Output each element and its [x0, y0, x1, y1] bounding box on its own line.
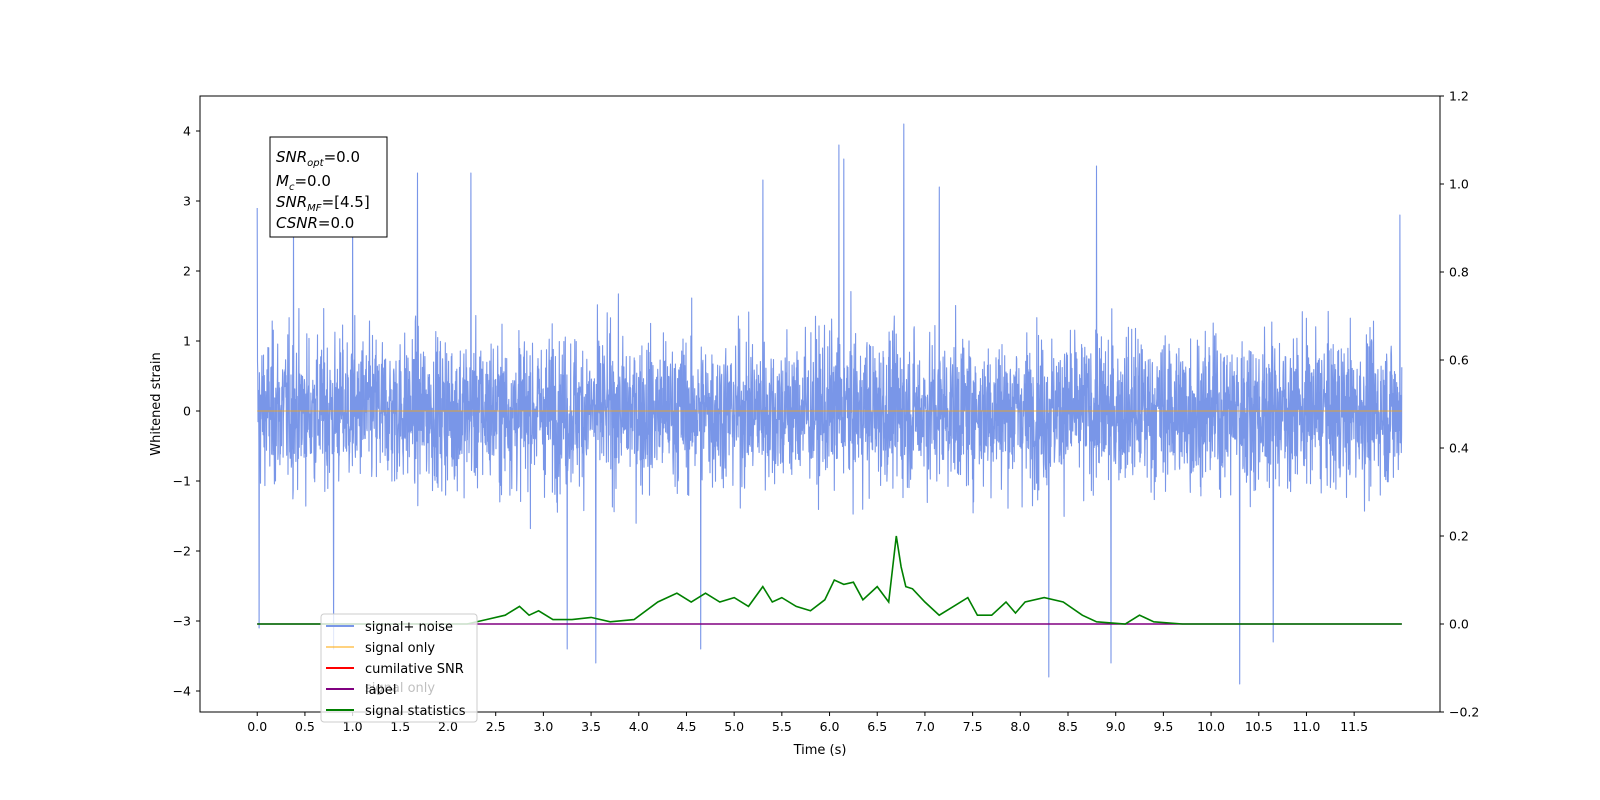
y-tick-label: 2 [183, 264, 191, 279]
x-tick-label: 4.0 [629, 719, 649, 734]
x-tick-label: 2.0 [438, 719, 458, 734]
y2-tick-label: 1.2 [1449, 89, 1469, 104]
annotation-csnr: CSNR=0.0 [276, 214, 354, 232]
legend-label-label: label [365, 683, 396, 698]
x-tick-label: 11.5 [1340, 719, 1368, 734]
legend-overlapped-text: signal only [365, 681, 435, 696]
series-signal-noise [256, 123, 1403, 685]
x-tick-label: 9.5 [1153, 719, 1173, 734]
y-tick-label: −1 [173, 474, 191, 489]
y-tick-label: 0 [183, 404, 191, 419]
legend-label-signal-statistics: signal statistics [365, 704, 466, 719]
y-tick-label: 4 [183, 124, 191, 139]
y2-tick-label: 0.4 [1449, 441, 1469, 456]
y2-tick-label: 0.2 [1449, 529, 1469, 544]
y-tick-label: −4 [173, 684, 191, 699]
y-tick-label: 3 [183, 194, 191, 209]
x-tick-label: 7.0 [915, 719, 935, 734]
x-axis-label: Time (s) [793, 743, 847, 758]
x-tick-label: 8.0 [1010, 719, 1030, 734]
legend-label-signal-only: signal only [365, 641, 435, 656]
x-axis-ticks: 0.0 0.5 1.0 1.5 2.0 2.5 3.0 3.5 4.0 4.5 5.0 5.5 6.0 6… [247, 712, 1368, 734]
y-tick-label: 1 [183, 334, 191, 349]
y2-tick-label: 0.0 [1449, 617, 1469, 632]
annotation-snr-mf: SNRMF=[4.5] [276, 193, 370, 214]
x-tick-label: 3.5 [581, 719, 601, 734]
x-tick-label: 4.5 [677, 719, 697, 734]
x-tick-label: 10.5 [1245, 719, 1273, 734]
y-axis-label: Whitened strain [149, 352, 164, 455]
x-tick-label: 7.5 [963, 719, 983, 734]
x-tick-label: 1.0 [343, 719, 363, 734]
x-tick-label: 11.0 [1293, 719, 1321, 734]
y-axis-ticks: 4 3 2 1 0 −1 −2 −3 −4 [173, 124, 200, 699]
x-tick-label: 5.0 [724, 719, 744, 734]
y2-axis-ticks: 1.2 1.0 0.8 0.6 0.4 0.2 0.0 −0.2 [1440, 89, 1479, 720]
x-tick-label: 9.0 [1106, 719, 1126, 734]
y2-tick-label: 0.6 [1449, 353, 1469, 368]
legend-label-cumulative-snr: cumilative SNR [365, 662, 464, 677]
y2-tick-label: 1.0 [1449, 177, 1469, 192]
legend: signal only signal+ noise signal only cu… [320, 613, 478, 723]
annotation-mc: Mc=0.0 [276, 172, 331, 193]
x-tick-label: 0.0 [247, 719, 267, 734]
x-tick-label: 0.5 [295, 719, 315, 734]
y2-tick-label: −0.2 [1449, 705, 1479, 720]
x-tick-label: 2.5 [486, 719, 506, 734]
y2-tick-label: 0.8 [1449, 265, 1469, 280]
y-tick-label: −3 [173, 614, 191, 629]
x-tick-label: 10.0 [1197, 719, 1225, 734]
x-tick-label: 1.5 [390, 719, 410, 734]
series-signal-statistics [257, 535, 1402, 625]
x-tick-label: 8.5 [1058, 719, 1078, 734]
plot-frame [199, 95, 1441, 713]
x-tick-label: 6.0 [820, 719, 840, 734]
annotation-snr-opt: SNRopt=0.0 [276, 148, 360, 169]
x-tick-label: 6.5 [867, 719, 887, 734]
x-tick-label: 3.0 [533, 719, 553, 734]
x-tick-label: 5.5 [772, 719, 792, 734]
y-tick-label: −2 [173, 544, 191, 559]
stats-annotation-box: SNRopt=0.0 Mc=0.0 SNRMF=[4.5] CSNR=0.0 [269, 136, 388, 238]
signal-noise-series [256, 123, 1403, 685]
legend-label-signal-noise: signal+ noise [365, 620, 453, 635]
